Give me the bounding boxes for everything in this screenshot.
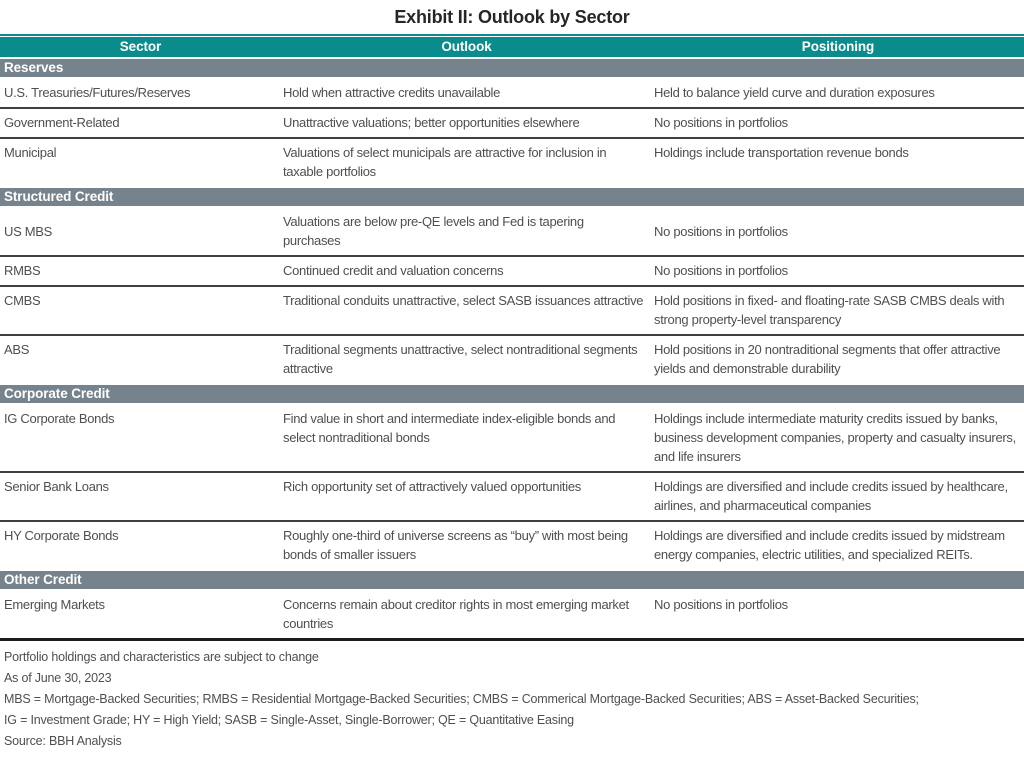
sector-cell: Emerging Markets: [0, 590, 281, 641]
table-row-abs: ABS Traditional segments unattractive, se…: [0, 334, 1024, 384]
positioning-cell: Holdings are diversified and include cre…: [652, 471, 1024, 521]
column-header-outlook: Outlook: [281, 37, 652, 59]
footnote-line-1: Portfolio holdings and characteristics a…: [4, 650, 319, 664]
sector-cell: IG Corporate Bonds: [0, 404, 281, 472]
positioning-cell: No positions in portfolios: [652, 590, 1024, 641]
sector-cell: Senior Bank Loans: [0, 471, 281, 521]
section-header-reserves: Reserves: [0, 57, 1024, 79]
positioning-cell: Hold positions in 20 nontraditional segm…: [652, 334, 1024, 384]
sector-cell: RMBS: [0, 255, 281, 286]
table-row-government-related: Government-Related Unattractive valuation…: [0, 107, 1024, 138]
section-title: Reserves: [0, 57, 1024, 79]
sector-cell: Government-Related: [0, 107, 281, 138]
positioning-cell: Held to balance yield curve and duration…: [652, 78, 1024, 108]
outlook-cell: Rich opportunity set of attractively val…: [281, 471, 652, 521]
table-header-row: Sector Outlook Positioning: [0, 37, 1024, 59]
outlook-by-sector-table: Sector Outlook Positioning Reserves U.S. …: [0, 37, 1024, 641]
outlook-cell: Traditional segments unattractive, selec…: [281, 334, 652, 384]
section-header-corporate-credit: Corporate Credit: [0, 383, 1024, 405]
positioning-cell: Holdings include transportation revenue …: [652, 137, 1024, 187]
table-header: Sector Outlook Positioning: [0, 37, 1024, 59]
sector-cell: U.S. Treasuries/Futures/Reserves: [0, 78, 281, 108]
sector-cell: ABS: [0, 334, 281, 384]
outlook-cell: Find value in short and intermediate ind…: [281, 404, 652, 472]
section-title: Other Credit: [0, 569, 1024, 591]
sector-cell: US MBS: [0, 207, 281, 256]
page-title: Exhibit II: Outlook by Sector: [394, 7, 630, 27]
outlook-cell: Traditional conduits unattractive, selec…: [281, 285, 652, 335]
positioning-cell: No positions in portfolios: [652, 107, 1024, 138]
section-title: Structured Credit: [0, 186, 1024, 208]
outlook-cell: Roughly one-third of universe screens as…: [281, 520, 652, 570]
section-title: Corporate Credit: [0, 383, 1024, 405]
footnote-line-4: IG = Investment Grade; HY = High Yield; …: [4, 713, 574, 727]
table-row-senior-bank-loans: Senior Bank Loans Rich opportunity set of…: [0, 471, 1024, 521]
footnotes: Portfolio holdings and characteristics a…: [0, 641, 1024, 752]
table-row-rmbs: RMBS Continued credit and valuation conce…: [0, 255, 1024, 286]
sector-cell: Municipal: [0, 137, 281, 187]
positioning-cell: No positions in portfolios: [652, 207, 1024, 256]
table-row-u-s-treasuries-futures-reserves: U.S. Treasuries/Futures/Reserves Hold whe…: [0, 78, 1024, 108]
table-row-emerging-markets: Emerging Markets Concerns remain about cr…: [0, 590, 1024, 641]
exhibit-page: Exhibit II: Outlook by Sector Sector Out…: [0, 7, 1024, 752]
table-row-us-mbs: US MBS Valuations are below pre-QE levels…: [0, 207, 1024, 256]
section-header-structured-credit: Structured Credit: [0, 186, 1024, 208]
footnote-line-3: MBS = Mortgage-Backed Securities; RMBS =…: [4, 692, 919, 706]
table-row-hy-corporate-bonds: HY Corporate Bonds Roughly one-third of u…: [0, 520, 1024, 570]
sector-cell: CMBS: [0, 285, 281, 335]
table-row-municipal: Municipal Valuations of select municipals…: [0, 137, 1024, 187]
outlook-cell: Hold when attractive credits unavailable: [281, 78, 652, 108]
table-row-ig-corporate-bonds: IG Corporate Bonds Find value in short an…: [0, 404, 1024, 472]
positioning-cell: Holdings include intermediate maturity c…: [652, 404, 1024, 472]
footnote-line-2: As of June 30, 2023: [4, 671, 112, 685]
outlook-cell: Valuations are below pre-QE levels and F…: [281, 207, 652, 256]
footnote-line-5: Source: BBH Analysis: [4, 734, 122, 748]
positioning-cell: Holdings are diversified and include cre…: [652, 520, 1024, 570]
outlook-cell: Valuations of select municipals are attr…: [281, 137, 652, 187]
column-header-sector: Sector: [0, 37, 281, 59]
table-row-cmbs: CMBS Traditional conduits unattractive, s…: [0, 285, 1024, 335]
sector-cell: HY Corporate Bonds: [0, 520, 281, 570]
outlook-cell: Unattractive valuations; better opportun…: [281, 107, 652, 138]
outlook-cell: Concerns remain about creditor rights in…: [281, 590, 652, 641]
column-header-positioning: Positioning: [652, 37, 1024, 59]
outlook-cell: Continued credit and valuation concerns: [281, 255, 652, 286]
positioning-cell: No positions in portfolios: [652, 255, 1024, 286]
table-body: Reserves U.S. Treasuries/Futures/Reserves…: [0, 57, 1024, 641]
table-top-rule: [0, 34, 1024, 36]
positioning-cell: Hold positions in fixed- and floating-ra…: [652, 285, 1024, 335]
section-header-other-credit: Other Credit: [0, 569, 1024, 591]
